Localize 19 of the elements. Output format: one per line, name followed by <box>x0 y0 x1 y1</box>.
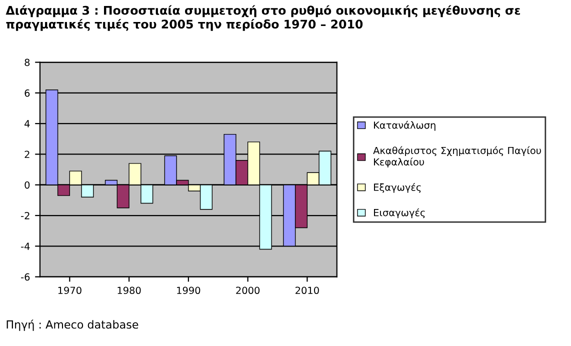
y-tick-label: 4 <box>24 120 30 128</box>
chart-title: Διάγραμμα 3 : Ποσοστιαία συμμετοχή στο ρυθμό οικονομικής μεγέθυνσης σε πραγματικές τιμές του 2005 την περίοδο 1970 – 2010 <box>6 5 520 31</box>
legend-label: Κατανάλωση <box>374 120 436 131</box>
legend-label: Ακαθάριστος Σχηματισμός Παγίου Κεφαλαίου <box>373 146 541 168</box>
legend-label: Εξαγωγές <box>374 182 421 193</box>
text: Πηγή : Ameco database <box>6 320 138 331</box>
x-tick-label: 1980 <box>118 286 141 294</box>
y-tick-label: -4 <box>21 242 30 250</box>
y-tick-label: 6 <box>24 89 30 97</box>
x-tick-label: 1990 <box>177 286 200 294</box>
y-tick-label: 8 <box>24 58 30 66</box>
y-tick-label: -6 <box>21 273 30 281</box>
y-tick-label: 2 <box>24 150 30 158</box>
x-tick-label: 2000 <box>236 286 260 294</box>
x-tick-label: 2010 <box>296 286 319 294</box>
y-tick-label: -2 <box>21 212 30 220</box>
legend-label: Εισαγωγές <box>374 208 425 218</box>
y-tick-label: 0 <box>24 181 30 189</box>
x-tick-label: 1970 <box>58 286 82 294</box>
